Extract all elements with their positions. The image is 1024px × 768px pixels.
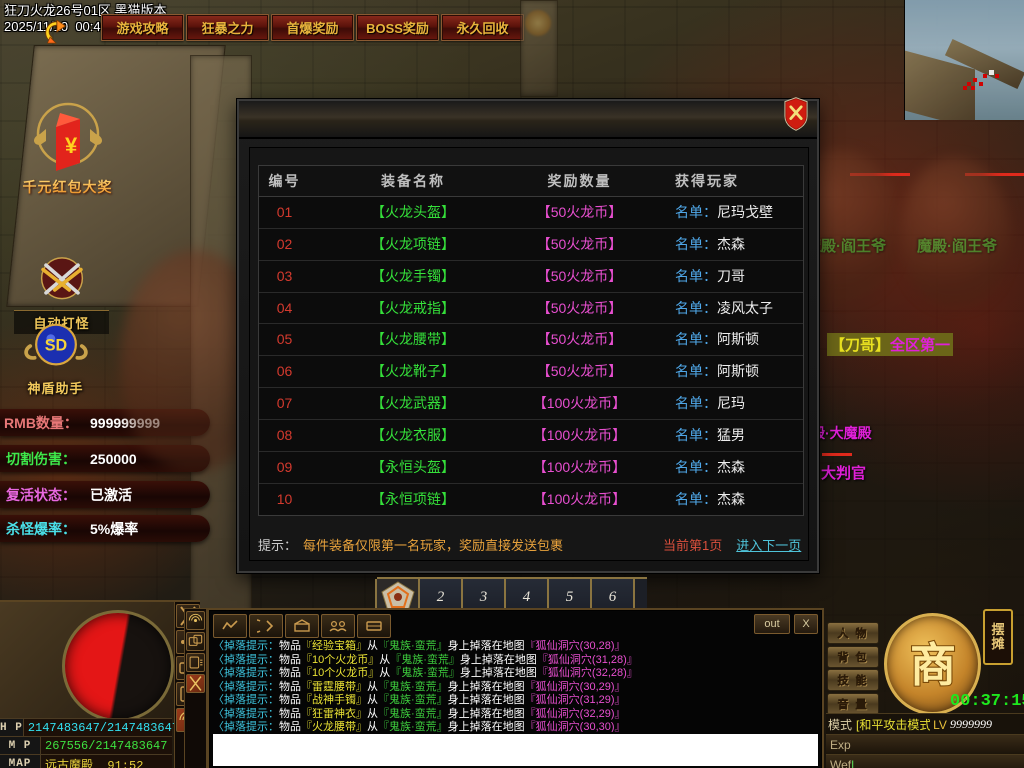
svg-text:¥: ¥ <box>65 133 78 158</box>
svg-text:商: 商 <box>910 639 956 691</box>
svg-text:SD: SD <box>44 336 66 354</box>
